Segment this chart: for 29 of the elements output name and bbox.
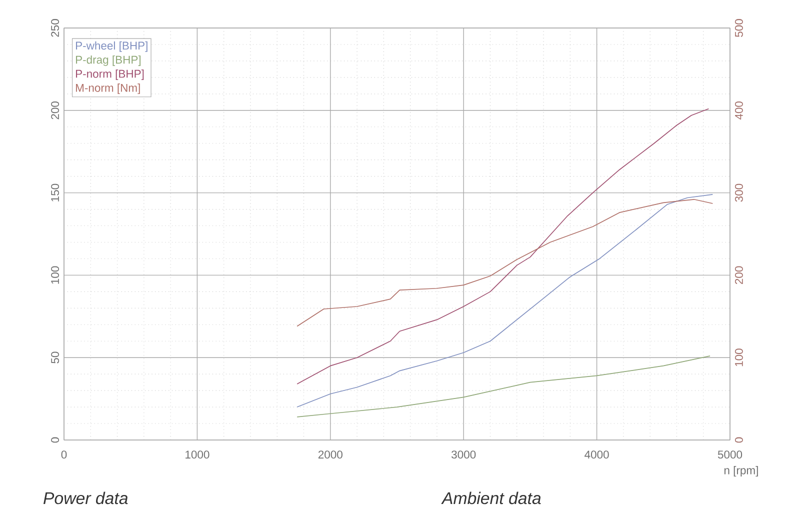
text: Ambient data <box>441 492 541 504</box>
x-axis-title: n [rpm] <box>724 466 758 477</box>
x-tick-label: 3000 <box>452 450 476 459</box>
y2-tick-label: 100 <box>734 348 743 366</box>
text: Power data <box>44 492 128 504</box>
y-tick-label: 200 <box>51 101 60 120</box>
x-tick-label: 1000 <box>186 450 210 459</box>
line-series <box>296 194 714 408</box>
text: M-norm [Nm] <box>76 84 140 94</box>
line-series <box>296 356 710 418</box>
y2-tick-label: 500 <box>734 19 743 37</box>
line-series <box>296 108 710 384</box>
y-tick-label: 150 <box>51 184 60 202</box>
line-series <box>296 198 714 327</box>
y2-tick-label: 0 <box>734 437 743 443</box>
x-tick-label: 5000 <box>718 450 742 459</box>
y2-tick-label: 200 <box>734 266 743 284</box>
text: P-norm [BHP] <box>76 70 144 80</box>
y2-tick-label: 300 <box>734 184 743 202</box>
x-tick-label: 0 <box>61 450 67 459</box>
text: P-drag [BHP] <box>76 55 141 66</box>
y-tick-label: 100 <box>51 266 60 284</box>
y-tick-label: 250 <box>51 19 60 37</box>
y-tick-label: 50 <box>51 352 60 364</box>
x-tick-label: 2000 <box>318 450 342 459</box>
text: P-wheel [BHP] <box>76 41 148 52</box>
x-tick-label: 4000 <box>584 450 609 459</box>
y2-tick-label: 400 <box>734 101 743 120</box>
y-tick-label: 0 <box>51 437 60 443</box>
